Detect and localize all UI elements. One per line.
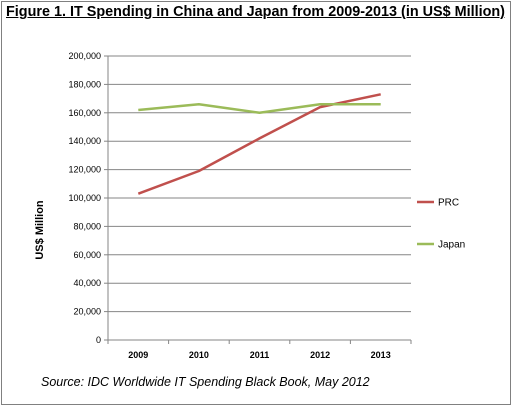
legend-label: PRC [438, 198, 459, 209]
y-tick-labels: 0 20,000 40,000 60,000 80,000 100,000 120,000 1… [68, 51, 101, 345]
x-tick-label: 2009 [128, 350, 148, 360]
x-tick-label: 2013 [371, 350, 391, 360]
x-tick-label: 2011 [250, 350, 270, 360]
y-axis-label: US$ Million [34, 200, 46, 260]
y-tick-label: 140,000 [68, 136, 101, 146]
legend: PRC Japan [417, 198, 465, 251]
y-tick-label: 180,000 [68, 79, 101, 89]
legend-label: Japan [438, 240, 465, 251]
y-tick-label: 20,000 [73, 307, 101, 317]
y-tick-label: 160,000 [68, 108, 101, 118]
series-lines [137, 93, 381, 195]
series-line-prc [137, 93, 381, 195]
y-tick-label: 80,000 [73, 221, 101, 231]
source-note: Source: IDC Worldwide IT Spending Black … [41, 375, 370, 389]
figure-title: Figure 1. IT Spending in China and Japan… [6, 4, 505, 20]
y-tick-label: 40,000 [73, 278, 101, 288]
x-tick-labels: 2009 2010 2011 2012 2013 [128, 350, 390, 360]
y-tick-label: 120,000 [68, 165, 101, 175]
x-tick-label: 2010 [189, 350, 209, 360]
y-tick-label: 0 [96, 335, 101, 345]
y-tick-label: 100,000 [68, 193, 101, 203]
series-line-japan [138, 103, 381, 115]
y-tick-label: 60,000 [73, 250, 101, 260]
x-tick-label: 2012 [310, 350, 330, 360]
axes [107, 56, 412, 344]
y-tick-label: 200,000 [68, 51, 101, 61]
